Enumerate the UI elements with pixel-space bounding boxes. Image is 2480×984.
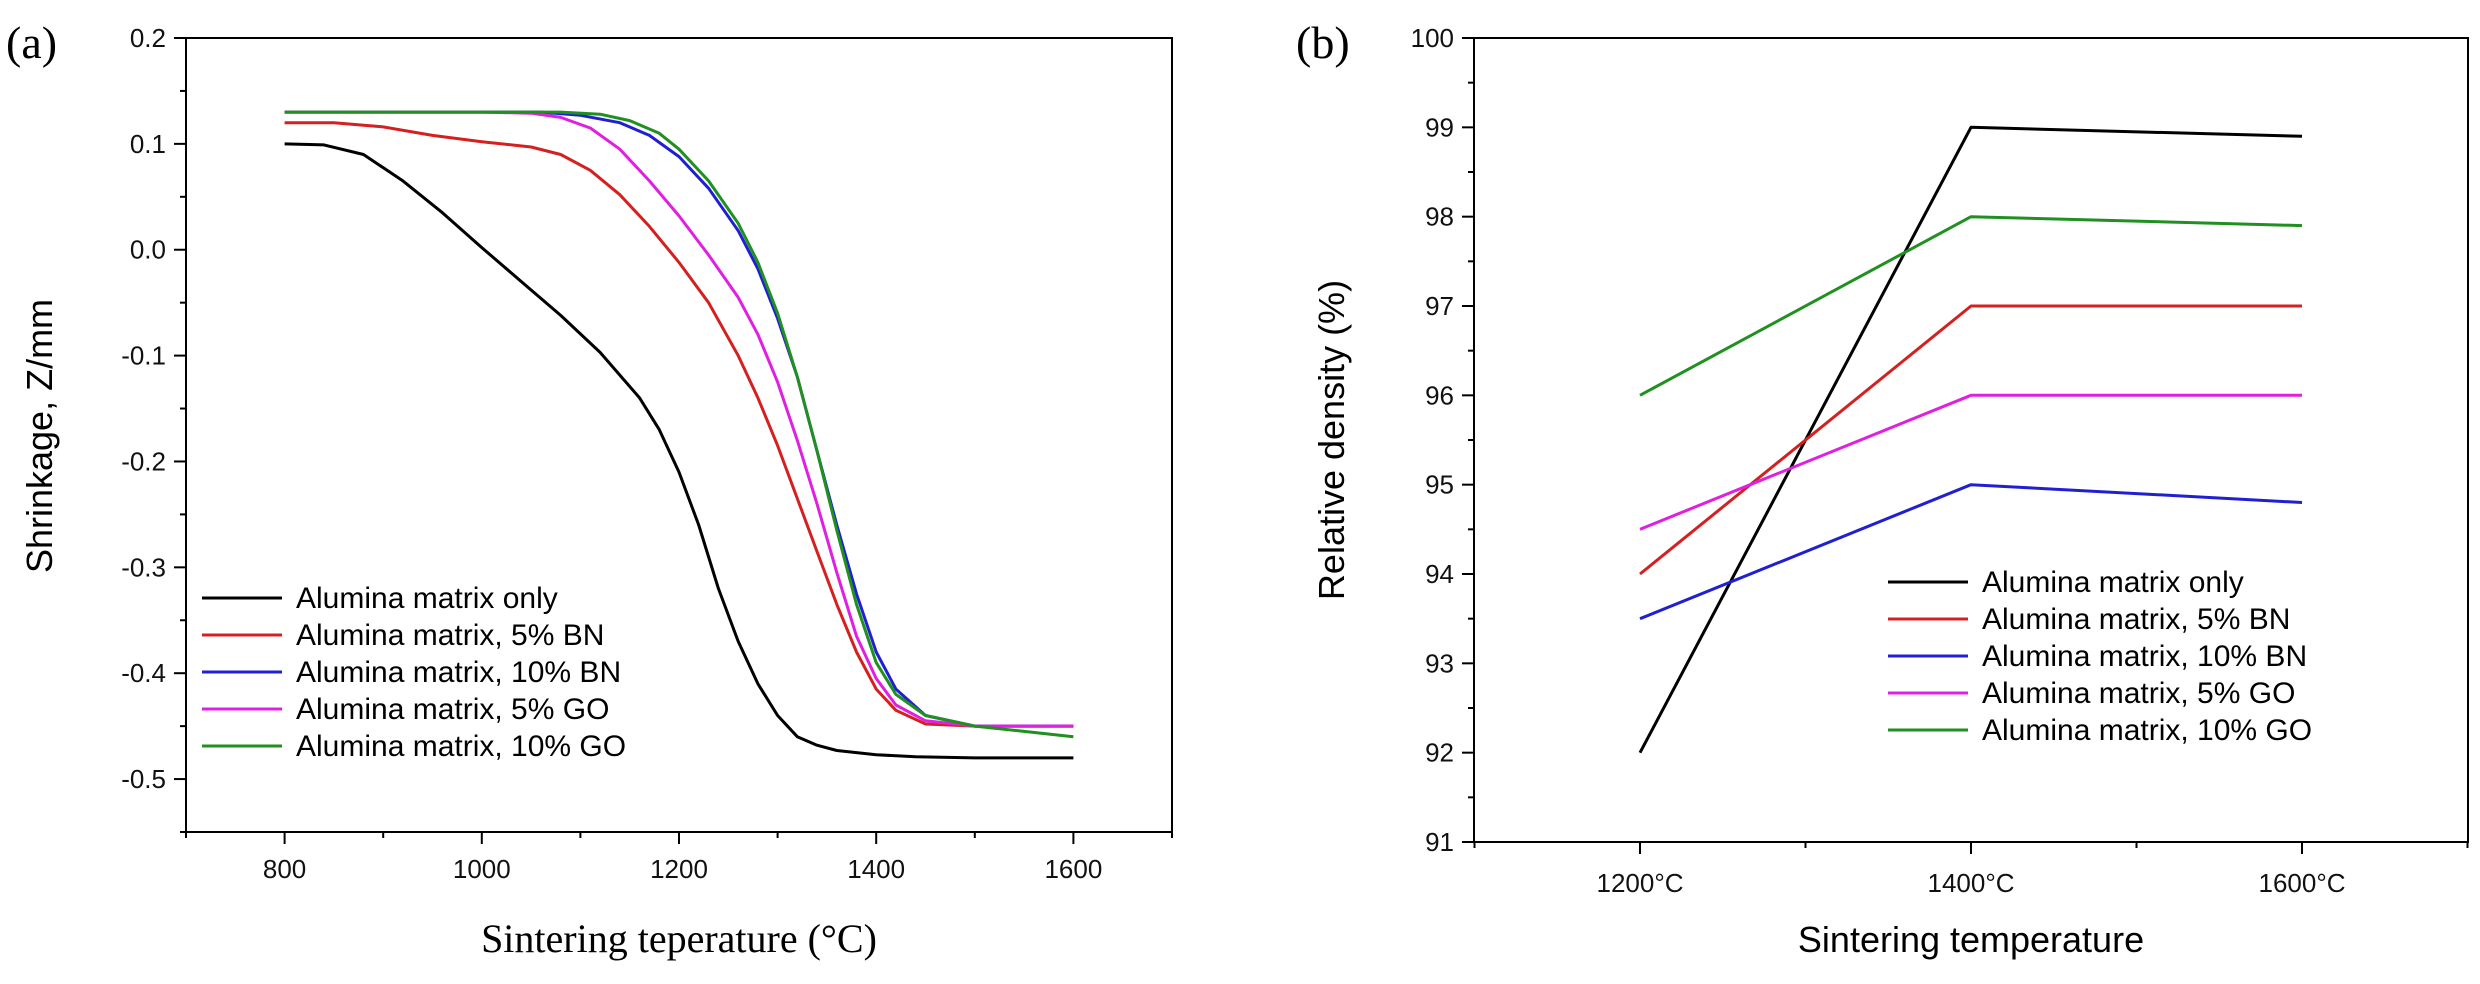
- y-tick-label: 0.2: [130, 23, 166, 53]
- y-tick-label: 94: [1425, 559, 1454, 589]
- series-line-alumina-matrix-10-bn: [1639, 483, 2303, 621]
- panel-a-y-axis: -0.5 -0.4 -0.3 -0.2 -0.1 0.0 0.1 0.2: [121, 23, 186, 833]
- legend-label: Alumina matrix only: [1982, 566, 2244, 599]
- y-tick-label: 0.1: [130, 129, 166, 159]
- panel-b-series-lines: [1638, 125, 2303, 754]
- y-tick-label: 91: [1425, 827, 1454, 857]
- panel-a-x-axis: 800 1000 1200 1400 1600: [185, 832, 1173, 884]
- y-tick-label: 98: [1425, 202, 1454, 232]
- x-tick-label: 800: [263, 854, 306, 884]
- x-tick-label: 1400°C: [1927, 868, 2014, 898]
- x-tick-label: 1600°C: [2258, 868, 2345, 898]
- y-tick-label: -0.5: [121, 764, 166, 794]
- y-tick-label: -0.4: [121, 658, 166, 688]
- panel-b-x-axis-title: Sintering temperature: [1798, 919, 2144, 960]
- panel-b-y-axis: 91 92 93 94 95 96 97 98 99 100: [1411, 23, 1474, 857]
- y-tick-label: 95: [1425, 470, 1454, 500]
- y-tick-label: 0.0: [130, 235, 166, 265]
- legend-label: Alumina matrix, 5% GO: [296, 693, 609, 726]
- panel-b-legend: Alumina matrix only Alumina matrix, 5% BN…: [1888, 566, 2312, 747]
- x-tick-label: 1200°C: [1596, 868, 1683, 898]
- legend-label: Alumina matrix, 10% GO: [1982, 714, 2312, 747]
- y-tick-label: -0.2: [121, 446, 166, 476]
- series-line-alumina-matrix-only: [1638, 125, 2303, 754]
- panel-a-legend: Alumina matrix only Alumina matrix, 5% BN…: [202, 582, 626, 763]
- y-tick-label: 97: [1425, 291, 1454, 321]
- x-tick-label: 1400: [847, 854, 905, 884]
- y-tick-label: -0.1: [121, 341, 166, 371]
- panel-b-x-axis: 1200°C 1400°C 1600°C: [1473, 842, 2469, 898]
- y-tick-label: 93: [1425, 648, 1454, 678]
- panel-a-shrinkage-chart: (a) -0.5 -0.4 -0.3 -0.2 -0.1 0.0 0.1 0.2 800 100…: [6, 17, 1173, 961]
- legend-label: Alumina matrix, 5% GO: [1982, 677, 2295, 710]
- legend-label: Alumina matrix, 5% BN: [296, 619, 604, 652]
- panel-a-y-axis-title: Shrinkage, Z/mm: [19, 299, 60, 573]
- series-line-alumina-matrix-5-bn: [284, 121, 1074, 728]
- panel-a-x-axis-title: Sintering teperature (°C): [481, 916, 877, 961]
- legend-label: Alumina matrix, 10% BN: [1982, 640, 2307, 673]
- panel-b-plot-frame: [1473, 37, 2469, 843]
- panel-b-label: (b): [1296, 17, 1350, 68]
- legend-label: Alumina matrix, 5% BN: [1982, 603, 2290, 636]
- panel-b-y-axis-title: Relative density (%): [1311, 280, 1352, 600]
- series-line-alumina-matrix-5-go: [284, 110, 1074, 728]
- x-tick-label: 1200: [650, 854, 708, 884]
- y-tick-label: 100: [1411, 23, 1454, 53]
- y-tick-label: 92: [1425, 738, 1454, 768]
- series-line-alumina-matrix-only: [284, 142, 1074, 760]
- legend-label: Alumina matrix only: [296, 582, 558, 615]
- panel-a-series-lines: [284, 110, 1074, 760]
- panel-b-density-chart: (b) 91 92 93 94 95 96 97 98 99 100 1200°C 1400°C 16…: [1296, 17, 2469, 960]
- y-tick-label: 96: [1425, 380, 1454, 410]
- series-line-alumina-matrix-5-bn: [1639, 304, 2302, 576]
- panel-a-label: (a): [6, 17, 57, 68]
- y-tick-label: -0.3: [121, 552, 166, 582]
- series-line-alumina-matrix-5-go: [1639, 393, 2302, 531]
- series-line-alumina-matrix-10-go: [284, 110, 1074, 739]
- y-tick-label: 99: [1425, 112, 1454, 142]
- legend-label: Alumina matrix, 10% GO: [296, 730, 626, 763]
- x-tick-label: 1600: [1044, 854, 1102, 884]
- series-line-alumina-matrix-10-go: [1639, 215, 2303, 397]
- legend-label: Alumina matrix, 10% BN: [296, 656, 621, 689]
- x-tick-label: 1000: [453, 854, 511, 884]
